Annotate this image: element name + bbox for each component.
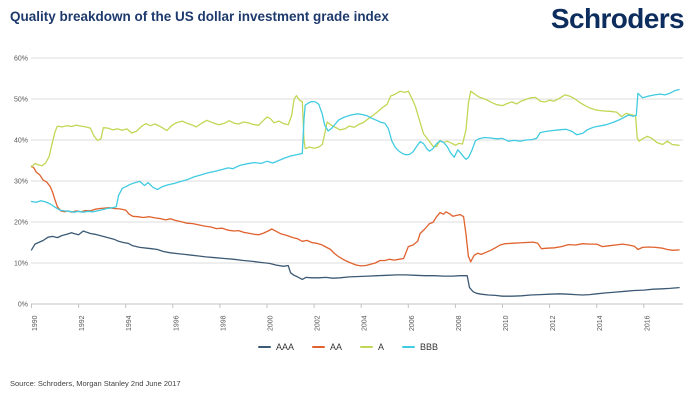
series-line-aa bbox=[30, 165, 680, 267]
y-axis-tick-label: 10% bbox=[14, 261, 28, 268]
y-axis-tick-label: 30% bbox=[14, 179, 28, 186]
y-axis-tick-label: 20% bbox=[14, 220, 28, 227]
legend-label-aa: AA bbox=[329, 342, 342, 352]
x-axis-tick-label: 1996 bbox=[173, 315, 180, 331]
x-axis-tick-label: 2006 bbox=[409, 315, 416, 331]
series-line-a bbox=[30, 90, 680, 168]
aaa-line-swatch-icon bbox=[257, 346, 271, 348]
x-axis-tick-label: 2016 bbox=[644, 315, 651, 331]
x-axis-tick-label: 1992 bbox=[79, 315, 86, 331]
legend-item-aa: AA bbox=[311, 342, 342, 352]
x-axis-tick-label: 1990 bbox=[32, 315, 39, 331]
series-line-aaa bbox=[30, 230, 680, 297]
legend-label-bbb: BBB bbox=[420, 342, 439, 352]
x-axis-tick-label: 2000 bbox=[268, 315, 275, 331]
series-line-bbb bbox=[30, 88, 680, 213]
page-title: Quality breakdown of the US dollar inves… bbox=[10, 9, 389, 24]
y-axis-tick-label: 60% bbox=[14, 56, 28, 63]
legend-label-aaa: AAA bbox=[275, 342, 294, 352]
bbb-line-swatch-icon bbox=[402, 346, 416, 348]
x-axis-tick-label: 2014 bbox=[597, 315, 604, 331]
schroders-logo: Schroders bbox=[550, 3, 685, 34]
aa-line-swatch-icon bbox=[311, 346, 325, 348]
y-axis-tick-label: 0% bbox=[18, 302, 28, 309]
y-axis-tick-label: 50% bbox=[14, 97, 28, 104]
legend-item-bbb: BBB bbox=[402, 342, 438, 352]
legend-label-a: A bbox=[378, 342, 385, 352]
y-axis-tick-label: 40% bbox=[14, 138, 28, 145]
x-axis-tick-label: 2004 bbox=[362, 315, 369, 331]
x-axis-tick-label: 1994 bbox=[126, 315, 133, 331]
x-axis-tick-label: 2008 bbox=[456, 315, 463, 331]
legend-item-aaa: AAA bbox=[257, 342, 294, 352]
x-axis-tick-label: 2002 bbox=[315, 315, 322, 331]
x-axis-tick-label: 2010 bbox=[503, 315, 510, 331]
legend-item-a: A bbox=[360, 342, 384, 352]
x-axis-tick-label: 1998 bbox=[220, 315, 227, 331]
a-line-swatch-icon bbox=[360, 346, 373, 348]
x-axis-tick-label: 2012 bbox=[550, 315, 557, 331]
source-note: Source: Schroders, Morgan Stanley 2nd Ju… bbox=[10, 379, 181, 388]
chart-legend: AAA AA A BBB bbox=[0, 342, 696, 352]
